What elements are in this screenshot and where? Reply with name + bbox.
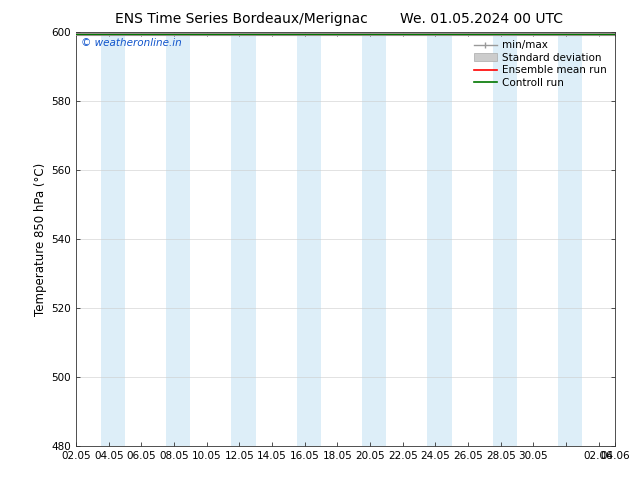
Bar [493,32,517,446]
Legend: min/max, Standard deviation, Ensemble mean run, Controll run: min/max, Standard deviation, Ensemble me… [470,37,610,91]
Bar [558,32,582,446]
Text: © weatheronline.in: © weatheronline.in [81,38,182,48]
Text: ENS Time Series Bordeaux/Merignac: ENS Time Series Bordeaux/Merignac [115,12,367,26]
Bar [297,32,321,446]
Bar [231,32,256,446]
Text: We. 01.05.2024 00 UTC: We. 01.05.2024 00 UTC [400,12,564,26]
Y-axis label: Temperature 850 hPa (°C): Temperature 850 hPa (°C) [34,162,48,316]
Bar [101,32,125,446]
Bar [166,32,190,446]
Bar [427,32,451,446]
Bar [362,32,386,446]
